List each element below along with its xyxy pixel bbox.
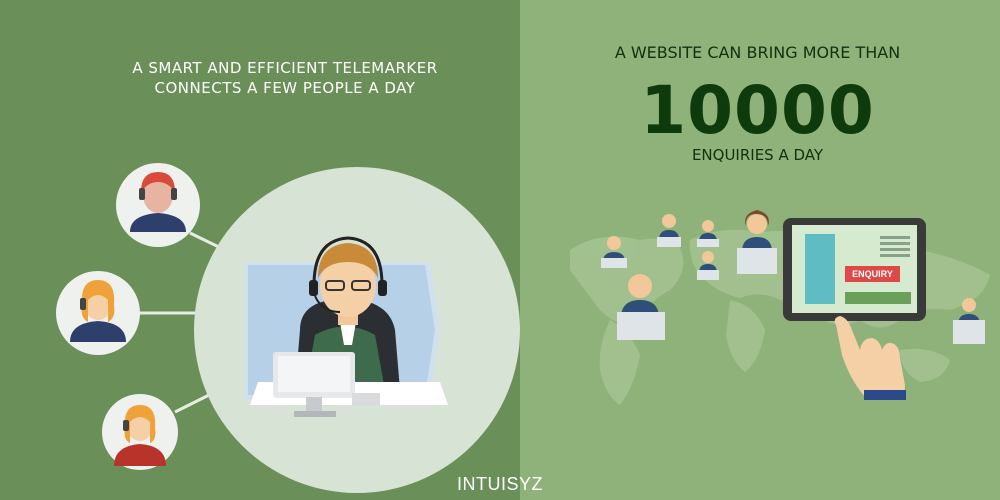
user-at-laptop-icon	[601, 236, 627, 268]
left-headline: A SMART AND EFFICIENT TELEMARKER CONNECT…	[60, 58, 510, 98]
pointing-hand-icon	[834, 316, 906, 400]
user-at-laptop-icon	[657, 214, 681, 247]
operator-avatar-icon	[102, 394, 178, 470]
user-at-laptop-icon	[953, 298, 985, 344]
operator-avatar-icon	[56, 271, 140, 355]
user-at-laptop-icon	[697, 220, 719, 247]
left-headline-line1: A SMART AND EFFICIENT TELEMARKER	[132, 59, 438, 77]
operator-avatar-icon	[116, 163, 200, 247]
brand-logo: INTUISYZ	[456, 474, 543, 494]
enquiry-button: ENQUIRY	[845, 266, 900, 282]
right-subline: ENQUIRIES A DAY	[691, 146, 824, 164]
telemarketer-illustration	[245, 236, 448, 417]
right-headline: A WEBSITE CAN BRING MORE THAN	[614, 43, 901, 62]
left-headline-line2: CONNECTS A FEW PEOPLE A DAY	[154, 79, 416, 97]
user-at-laptop-icon	[617, 274, 665, 340]
enquiries-number: 10000	[640, 72, 875, 149]
user-at-laptop-icon	[697, 251, 719, 280]
user-at-laptop-icon	[737, 210, 777, 274]
